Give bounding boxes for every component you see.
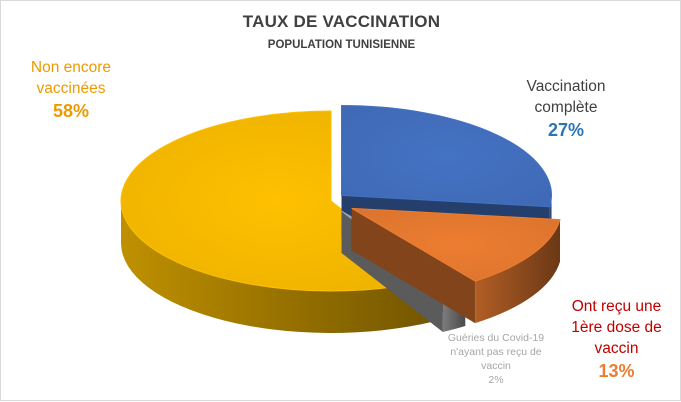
slice-label-recovered: Guéries du Covid-19 n'ayant pas reçu de …: [421, 331, 571, 387]
chart-title: TAUX DE VACCINATION: [242, 12, 441, 31]
label-line: Guéries du Covid-19: [447, 332, 545, 344]
slice-label-first-dose: Ont reçu une 1ère dose de vaccin 13%: [554, 296, 679, 383]
label-line: vaccinées: [36, 80, 106, 97]
percent-label: 27%: [547, 120, 585, 140]
pie-slice-first-dose: [351, 207, 561, 324]
label-line: n'ayant pas reçu de: [450, 346, 542, 358]
label-line: Ont reçu une: [571, 298, 662, 315]
slice-top-face: [351, 207, 561, 282]
chart-subtitle: POPULATION TUNISIENNE: [267, 39, 416, 51]
label-line: Vaccination: [526, 78, 606, 95]
slice-label-unvaccinated: Non encore vaccinées 58%: [6, 57, 136, 123]
percent-label: 2%: [488, 374, 504, 386]
slice-side-face: [351, 208, 476, 324]
label-line: vaccin: [481, 360, 511, 372]
slice-outer-wall: [475, 219, 561, 324]
label-line: 1ère dose de: [571, 319, 662, 336]
slice-label-complete: Vaccination complète 27%: [501, 76, 631, 142]
percent-label: 13%: [598, 361, 635, 381]
slice-top-face: [341, 104, 552, 208]
label-line: Non encore: [30, 59, 112, 76]
percent-label: 58%: [52, 101, 90, 121]
slice-outer-wall: [121, 201, 433, 334]
label-line: complète: [534, 99, 598, 116]
label-line: vaccin: [594, 340, 639, 357]
